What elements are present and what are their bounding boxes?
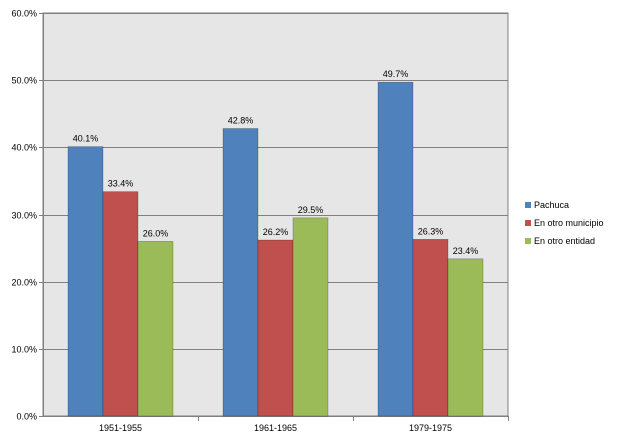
data-label: 29.5%: [298, 205, 324, 215]
data-label: 26.2%: [263, 227, 289, 237]
y-tick-label: 40.0%: [11, 143, 37, 153]
data-label: 33.4%: [108, 179, 134, 189]
bar-pachuca-1961-1965: [222, 128, 259, 417]
legend-label: En otro entidad: [534, 236, 595, 246]
x-tick-label: 1961-1965: [254, 423, 297, 433]
data-label: 23.4%: [453, 246, 479, 256]
y-tick-label: 10.0%: [11, 345, 37, 355]
bar-pachuca-1979-1975: [377, 81, 414, 417]
data-label: 42.8%: [228, 116, 254, 126]
data-label: 26.3%: [418, 226, 444, 236]
x-tick-label: 1951-1955: [99, 423, 142, 433]
bar-en-otro-entidad-1961-1965: [292, 217, 329, 417]
legend-label: Pachuca: [534, 200, 569, 210]
y-tick-label: 20.0%: [11, 278, 37, 288]
data-label: 49.7%: [383, 69, 409, 79]
bar-en-otro-entidad-1979-1975: [447, 258, 484, 417]
data-label: 40.1%: [73, 134, 99, 144]
bar-pachuca-1951-1955: [67, 146, 104, 417]
y-tick-label: 50.0%: [11, 76, 37, 86]
y-tick-label: 60.0%: [11, 9, 37, 19]
y-tick-label: 30.0%: [11, 211, 37, 221]
data-label: 26.0%: [143, 228, 169, 238]
bar-en-otro-municipio-1951-1955: [102, 191, 139, 417]
bar-en-otro-municipio-1961-1965: [257, 239, 294, 417]
y-tick-label: 0.0%: [16, 412, 37, 422]
bar-en-otro-municipio-1979-1975: [412, 239, 449, 417]
legend-swatch: [525, 238, 531, 244]
x-tick-label: 1979-1975: [409, 423, 452, 433]
bar-en-otro-entidad-1951-1955: [137, 241, 174, 417]
legend-swatch: [525, 202, 531, 208]
legend-label: En otro municipio: [534, 218, 604, 228]
legend-swatch: [525, 220, 531, 226]
